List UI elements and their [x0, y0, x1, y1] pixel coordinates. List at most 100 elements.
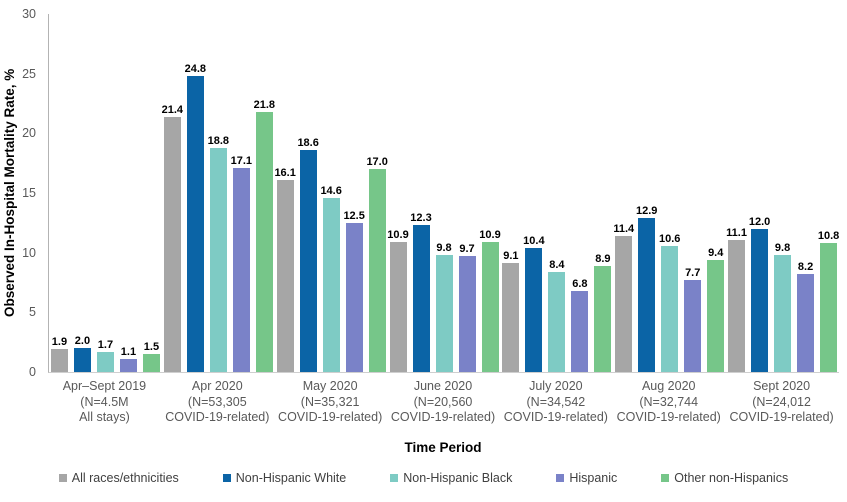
category-label: Apr 2020 (N=53,305 COVID-19-related) — [161, 379, 274, 426]
category-label-line: June 2020 — [413, 379, 473, 393]
category-label-line: (N=35,321 — [300, 394, 360, 409]
bar — [661, 245, 679, 372]
bar-with-label: 1.1 — [119, 346, 137, 372]
data-label: 9.8 — [436, 242, 452, 255]
y-tick-label: 0 — [29, 365, 36, 379]
category-label-line: COVID-19-related) — [165, 410, 270, 424]
legend-item: Hispanic — [556, 471, 617, 485]
category-label-line: COVID-19-related) — [278, 410, 383, 424]
bar-with-label: 21.8 — [253, 98, 275, 372]
data-label: 21.4 — [161, 103, 183, 116]
legend-label: Other non-Hispanics — [674, 471, 789, 485]
bar-group: 21.4 24.8 18.8 17.1 21.8 — [162, 14, 275, 372]
category-label-line: (N=24,012 — [752, 394, 811, 409]
data-label: 12.3 — [410, 212, 432, 225]
legend-label: Non-Hispanic Black — [403, 471, 513, 485]
bar — [774, 255, 792, 372]
bar-with-label: 6.8 — [571, 277, 589, 372]
category-label-line: Aug 2020 — [641, 379, 696, 393]
bar — [142, 354, 160, 372]
bar — [571, 290, 589, 372]
bar-with-label: 8.2 — [797, 261, 815, 372]
bar-with-label: 8.4 — [548, 258, 566, 372]
y-tick-label: 5 — [29, 305, 36, 320]
data-label: 8.2 — [797, 261, 814, 274]
bar — [209, 147, 227, 372]
data-label: 17.0 — [366, 156, 388, 169]
bar-with-label: 10.8 — [817, 230, 840, 372]
data-label: 16.1 — [274, 166, 296, 179]
category-label: Apr–Sept 2019 (N=4.5M All stays) — [48, 379, 161, 426]
category-label-line: July 2020 — [529, 379, 583, 393]
category-label: June 2020 (N=20,560 COVID-19-related) — [387, 379, 500, 426]
category-label-line: Apr 2020 — [191, 379, 243, 393]
bar-with-label: 12.9 — [636, 205, 658, 372]
data-label: 10.8 — [817, 230, 840, 243]
bar — [186, 76, 204, 372]
legend-label: Non-Hispanic White — [235, 471, 347, 485]
y-tick-label: 30 — [22, 7, 36, 21]
bar — [707, 259, 725, 372]
bar — [322, 197, 340, 372]
legend-swatch — [390, 474, 399, 482]
legend-swatch — [58, 474, 67, 482]
legend-item: Non-Hispanic Black — [390, 471, 512, 485]
data-label: 9.7 — [459, 243, 475, 256]
bar — [368, 169, 386, 372]
bar-with-label: 9.8 — [435, 242, 453, 372]
bar-with-label: 9.8 — [774, 242, 792, 372]
bar-group: 16.1 18.6 14.6 12.5 17.0 — [274, 14, 388, 372]
bar — [594, 265, 612, 372]
data-label: 18.6 — [297, 137, 319, 150]
legend-label: All races/ethnicities — [71, 471, 179, 485]
bar — [638, 218, 656, 372]
category-label-line: (N=4.5M — [80, 394, 129, 409]
bar-with-label: 10.4 — [523, 235, 545, 372]
bar-with-label: 9.7 — [458, 243, 476, 372]
data-label: 10.6 — [659, 232, 681, 245]
bar-group: 1.9 2.0 1.7 1.1 1.5 — [49, 14, 162, 372]
bar-group: 10.9 12.3 9.8 9.7 10.9 — [387, 14, 501, 372]
bar-with-label: 1.7 — [96, 339, 114, 372]
bar — [615, 235, 633, 372]
data-label: 6.8 — [572, 277, 588, 290]
bar — [684, 280, 702, 372]
bar-with-label: 1.5 — [142, 341, 160, 372]
category-label-line: (N=32,744 — [639, 394, 699, 409]
bar-with-label: 1.9 — [50, 336, 68, 372]
category-label-line: COVID-19-related) — [390, 410, 496, 424]
data-label: 8.4 — [549, 258, 565, 271]
legend: All races/ethnicities Non-Hispanic White N… — [0, 471, 847, 485]
data-label: 2.0 — [74, 335, 91, 348]
bar — [119, 358, 137, 372]
y-tick-label: 20 — [22, 126, 36, 141]
bar — [502, 263, 520, 372]
data-label: 18.8 — [207, 134, 229, 147]
data-label: 12.9 — [636, 205, 658, 218]
category-label-line: (N=34,542 — [526, 394, 586, 409]
bar-with-label: 18.8 — [207, 134, 229, 372]
bar-with-label: 10.6 — [659, 232, 681, 372]
bar — [389, 241, 407, 372]
legend-swatch — [661, 474, 670, 482]
data-label: 9.8 — [774, 242, 791, 255]
data-label: 1.5 — [143, 341, 160, 354]
bar-with-label: 21.4 — [161, 103, 183, 372]
bar-with-label: 11.1 — [726, 226, 747, 372]
data-label: 11.1 — [726, 226, 747, 239]
bar-with-label: 10.9 — [387, 229, 409, 372]
category-label-line: COVID-19-related) — [729, 410, 834, 424]
bar-with-label: 16.1 — [274, 166, 296, 372]
bar-group: 11.4 12.9 10.6 7.7 9.4 — [613, 14, 726, 372]
data-label: 21.8 — [253, 98, 275, 111]
bar-with-label: 9.4 — [707, 247, 725, 372]
data-label: 24.8 — [184, 63, 206, 76]
bar-with-label: 24.8 — [184, 63, 206, 372]
category-label: July 2020 (N=34,542 COVID-19-related) — [499, 379, 612, 426]
category-label-line: COVID-19-related) — [616, 410, 721, 424]
legend-item: All races/ethnicities — [58, 471, 179, 485]
bar-with-label: 17.1 — [231, 155, 252, 372]
bar-with-label: 12.5 — [343, 210, 365, 372]
bar — [820, 243, 838, 372]
bar — [728, 239, 746, 372]
